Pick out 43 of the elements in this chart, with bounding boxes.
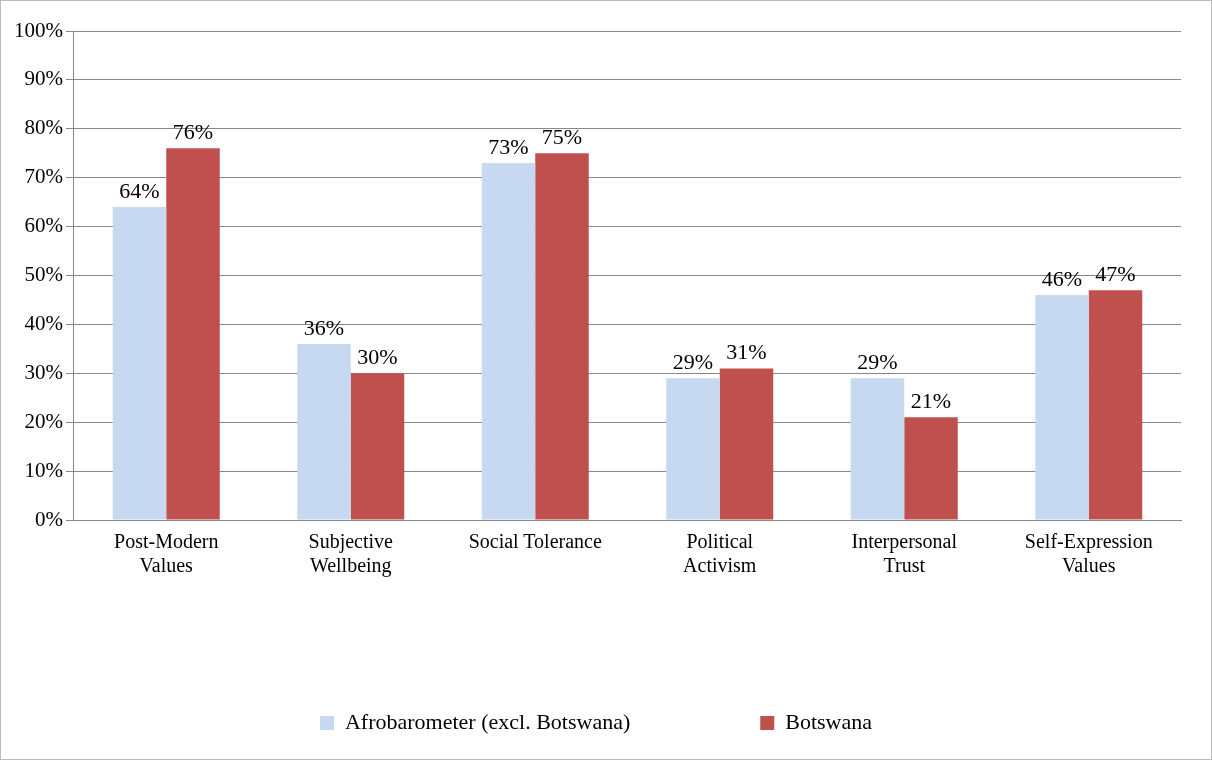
data-label: 46% [1041,265,1083,291]
bar [297,343,351,520]
bar [904,417,958,520]
bar [350,373,405,520]
data-label: 31% [726,339,767,365]
data-label: 64% [119,177,160,203]
y-tick-label: 10% [24,457,63,482]
bar [850,378,905,520]
x-tick-label: Political Activism [683,530,757,577]
x-tick-label: Subjective Wellbeing [308,530,394,578]
y-tick-label: 80% [24,115,63,140]
bar [535,153,589,520]
data-label: 30% [357,344,398,370]
y-tick-label: 30% [24,359,63,384]
legend-label: Botswana [785,708,873,734]
data-label: 29% [672,348,714,374]
y-tick-label: 70% [24,164,63,189]
bar [1035,295,1089,520]
x-tick-label: Interpersonal Trust [851,530,958,577]
data-label: 29% [857,348,898,374]
data-label: 76% [172,119,214,145]
data-label: 47% [1095,260,1136,286]
bar [112,207,167,520]
data-label: 73% [488,133,529,159]
data-label: 75% [541,124,583,150]
y-tick-label: 90% [24,66,63,91]
bar [1088,290,1143,520]
x-tick-label: Self-Expression Values [1024,530,1153,577]
bar [481,163,536,520]
x-tick-label: Post-Modern Values [114,530,219,577]
legend-label: Afrobarometer (excl. Botswana) [344,708,631,734]
data-label: 21% [910,388,952,414]
bar [166,148,220,520]
y-tick-label: 100% [13,17,63,42]
y-tick-label: 0% [34,506,63,531]
bar [719,368,774,520]
y-tick-label: 60% [24,213,63,238]
y-tick-label: 50% [24,262,63,287]
x-tick-label: Social Tolerance [468,530,602,553]
y-tick-label: 40% [24,310,63,335]
data-label: 36% [303,314,345,340]
bar [666,378,720,520]
y-tick-label: 20% [24,408,63,433]
